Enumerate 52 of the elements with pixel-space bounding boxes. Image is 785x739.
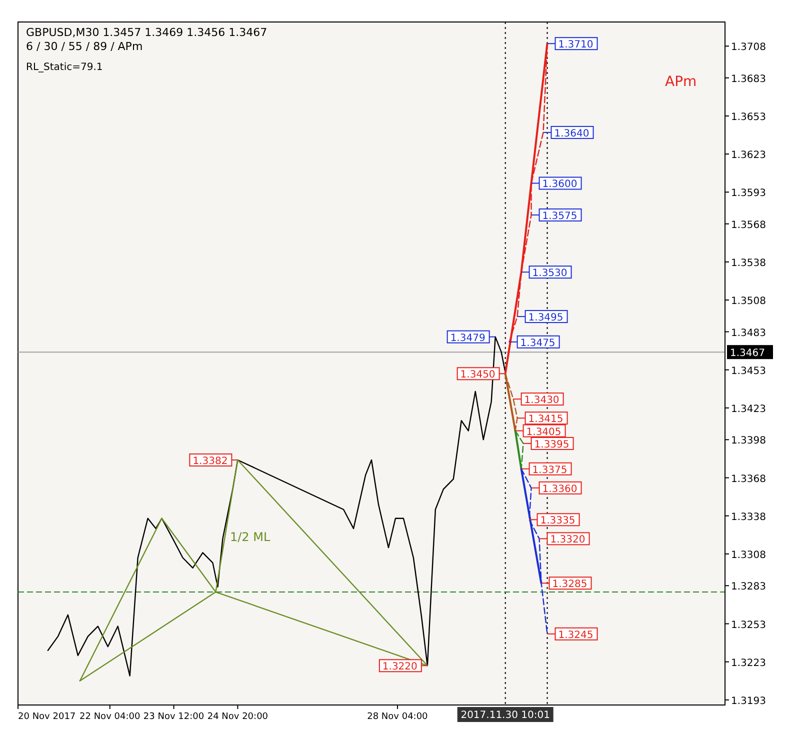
annotation: APm: [665, 74, 697, 90]
annotation: 1.3220: [382, 662, 418, 673]
y-tick-label: 1.3368: [731, 474, 766, 485]
annotation: 1.3395: [534, 439, 570, 450]
ref-line-label: 2017.11.30 10:01: [460, 710, 550, 721]
x-tick-label: 20 Nov 2017: [18, 712, 76, 722]
y-tick-label: 1.3423: [731, 404, 766, 415]
y-tick-label: 1.3683: [731, 74, 766, 85]
annotation: 1.3320: [550, 534, 586, 546]
annotation: 1.3405: [526, 426, 562, 438]
y-tick-label: 1.3568: [731, 220, 766, 231]
y-tick-label: 1.3453: [731, 366, 766, 377]
annotation: 1.3600: [542, 179, 578, 190]
annotation: 1.3375: [532, 464, 568, 476]
y-tick-label: 1.3398: [731, 436, 766, 447]
annotation: 1.3382: [192, 456, 228, 467]
annotation: 1.3640: [554, 128, 590, 140]
annotation: 1.3475: [520, 338, 556, 349]
y-tick-label: 1.3483: [731, 328, 766, 339]
chart-title: GBPUSD,M30 1.3457 1.3469 1.3456 1.3467: [26, 26, 268, 39]
annotation: 1.3360: [542, 484, 578, 495]
x-tick-label: 22 Nov 04:00: [80, 712, 140, 722]
y-tick-label: 1.3508: [731, 296, 766, 308]
y-tick-label: 1.3193: [731, 696, 766, 707]
x-tick-label: 28 Nov 04:00: [367, 712, 428, 722]
annotation: 1.3479: [450, 332, 486, 344]
y-tick-label: 1.3623: [731, 150, 766, 162]
annotation: 1.3450: [460, 370, 496, 381]
x-tick-label: 24 Nov 20:00: [207, 712, 268, 722]
annotation: 1.3335: [540, 516, 576, 527]
annotation: 1.3245: [558, 630, 594, 641]
annotation: 1.3415: [528, 414, 564, 426]
annotation: 1.3575: [542, 210, 578, 222]
y-tick-label: 1.3223: [731, 658, 766, 669]
y-tick-label: 1.3283: [731, 582, 766, 593]
y-tick-label: 1.3538: [731, 258, 766, 269]
y-tick-label: 1.3253: [731, 620, 766, 631]
ref-line-label: 1.3467: [730, 348, 765, 360]
y-tick-label: 1.3653: [731, 112, 766, 123]
y-tick-label: 1.3308: [731, 550, 766, 561]
y-tick-label: 1.3593: [731, 188, 766, 200]
annotation: RL_Static=79.1: [26, 62, 103, 73]
text: 6 / 30 / 55 / 89 / APm: [26, 40, 143, 53]
annotation: 1/2 ML: [230, 530, 270, 544]
annotation: 1.3495: [528, 312, 564, 324]
x-tick-label: 23 Nov 12:00: [143, 712, 204, 722]
y-tick-label: 1.3338: [731, 512, 766, 523]
annotation: 1.3710: [558, 40, 594, 51]
y-tick-label: 1.3708: [731, 42, 766, 54]
annotation: 1.3430: [524, 395, 560, 406]
annotation: 1.3285: [552, 579, 588, 590]
annotation: 1.3530: [532, 268, 568, 280]
